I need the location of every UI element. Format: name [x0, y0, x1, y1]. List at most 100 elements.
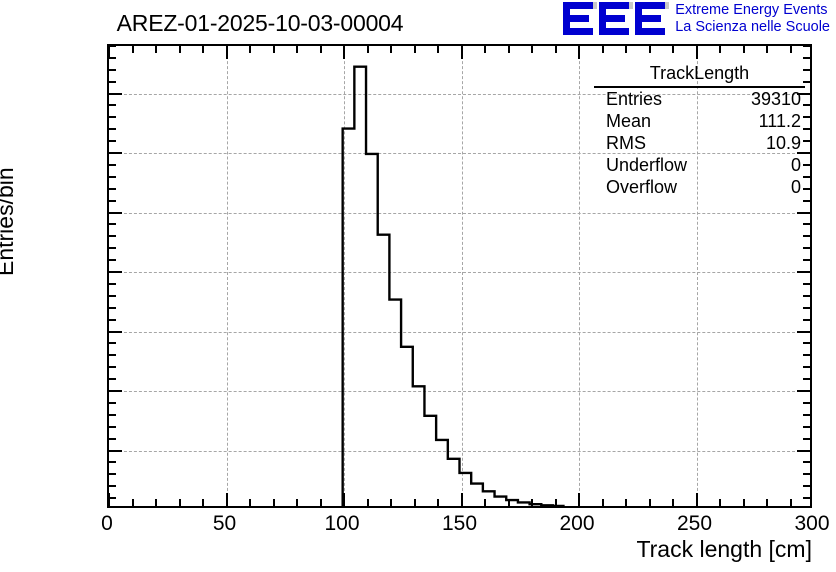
- x-tick-minor: [319, 499, 322, 506]
- y-tick-minor-right: [803, 80, 810, 83]
- y-tick-major-right: [797, 449, 810, 452]
- y-tick-minor: [109, 247, 116, 250]
- y-tick-minor: [109, 473, 116, 476]
- plot-frame: [107, 44, 812, 508]
- y-tick-major: [109, 330, 122, 333]
- y-tick-major-right: [797, 152, 810, 155]
- eee-logo-text: Extreme Energy Events La Scienza nelle S…: [675, 2, 830, 36]
- y-tick-minor-right: [803, 425, 810, 428]
- y-tick-minor-right: [803, 259, 810, 262]
- y-tick-minor: [109, 425, 116, 428]
- x-tick-major-top: [343, 46, 345, 59]
- y-tick-minor: [109, 128, 116, 131]
- y-tick-minor: [109, 437, 116, 440]
- gridline-horizontal: [109, 212, 810, 214]
- x-tick-minor: [131, 499, 134, 506]
- y-tick-minor-right: [803, 56, 810, 59]
- gridline-horizontal: [109, 153, 810, 155]
- y-tick-minor: [109, 259, 116, 262]
- y-tick-minor: [109, 80, 116, 83]
- y-tick-minor-right: [803, 366, 810, 369]
- gridline-horizontal: [109, 391, 810, 393]
- x-tick-minor: [178, 499, 181, 506]
- stats-row: Underflow 0: [594, 154, 805, 176]
- stats-rows: Entries 39310 Mean 111.2 RMS 10.9 Underflow 0 Ov…: [594, 88, 805, 198]
- x-tick-major-top: [695, 46, 698, 59]
- x-tick-minor-top: [672, 46, 674, 53]
- y-tick-minor-right: [803, 116, 810, 119]
- y-tick-minor: [109, 342, 116, 345]
- x-tick-minor: [672, 499, 674, 506]
- y-tick-major-right: [797, 92, 810, 95]
- x-tick-minor: [742, 499, 745, 506]
- gridline-horizontal: [109, 331, 810, 333]
- x-tick-major: [225, 493, 228, 506]
- gridline-vertical: [579, 46, 580, 506]
- histogram-series: [341, 65, 565, 506]
- x-tick-minor-top: [202, 46, 204, 53]
- y-tick-minor-right: [803, 175, 810, 178]
- eee-letter-2: [599, 2, 634, 35]
- x-tick-minor-top: [484, 46, 486, 53]
- y-tick-minor-right: [803, 235, 810, 238]
- y-tick-major-right: [797, 390, 810, 393]
- x-tick-minor-top: [319, 46, 322, 53]
- x-tick-minor-top: [390, 46, 392, 53]
- y-tick-minor-right: [803, 104, 810, 107]
- x-tick-minor-top: [272, 46, 275, 53]
- y-tick-minor-right: [803, 294, 810, 297]
- x-tick-minor-top: [601, 46, 604, 53]
- y-tick-minor: [109, 413, 116, 416]
- y-tick-minor: [109, 318, 116, 321]
- x-tick-label: 250: [676, 512, 713, 535]
- x-tick-minor: [413, 499, 416, 506]
- x-tick-minor-top: [366, 46, 369, 53]
- y-tick-minor: [109, 56, 116, 59]
- x-tick-minor: [155, 499, 157, 506]
- x-tick-minor-top: [531, 46, 533, 53]
- page-title: AREZ-01-2025-10-03-00004: [116, 10, 404, 36]
- x-tick-label: 50: [212, 512, 237, 535]
- x-tick-major: [109, 493, 110, 506]
- eee-logo-mark: [563, 2, 670, 35]
- y-tick-minor: [109, 187, 116, 190]
- y-tick-minor: [109, 461, 116, 464]
- stats-value: 10.9: [765, 133, 801, 153]
- x-tick-minor: [648, 499, 651, 506]
- x-tick-label: 300: [794, 512, 830, 535]
- x-tick-major-top: [460, 46, 463, 59]
- y-tick-minor-right: [803, 199, 810, 202]
- stats-value: 0: [790, 155, 801, 175]
- stats-value: 39310: [750, 89, 801, 109]
- x-tick-label: 0: [101, 512, 113, 535]
- x-tick-minor: [366, 499, 369, 506]
- y-tick-minor-right: [803, 461, 810, 464]
- eee-logo-line1: Extreme Energy Events: [675, 2, 828, 18]
- gridline-vertical: [226, 46, 228, 506]
- stats-key: Underflow: [606, 155, 688, 175]
- gridline-horizontal: [109, 450, 810, 452]
- eee-letter-1: [563, 2, 598, 35]
- y-tick-minor: [109, 354, 116, 357]
- x-tick-label: 100: [324, 512, 360, 535]
- gridline-vertical: [461, 46, 463, 506]
- y-tick-major: [109, 92, 122, 95]
- x-tick-minor-top: [648, 46, 651, 53]
- x-tick-major-top: [578, 46, 580, 59]
- x-tick-minor: [202, 499, 204, 506]
- x-tick-minor: [390, 499, 392, 506]
- x-tick-minor: [272, 499, 275, 506]
- x-tick-major-top: [109, 46, 110, 59]
- stats-value: 0: [790, 177, 801, 197]
- x-tick-minor: [719, 499, 721, 506]
- y-tick-minor: [109, 163, 116, 166]
- y-tick-minor-right: [803, 247, 810, 250]
- x-tick-minor-top: [296, 46, 298, 53]
- x-tick-minor: [766, 499, 768, 506]
- y-tick-minor: [109, 175, 116, 178]
- x-tick-label: 200: [559, 512, 595, 535]
- histogram-outline: [341, 65, 565, 506]
- y-tick-minor: [109, 199, 116, 202]
- y-tick-minor-right: [803, 282, 810, 285]
- y-tick-minor: [109, 401, 116, 404]
